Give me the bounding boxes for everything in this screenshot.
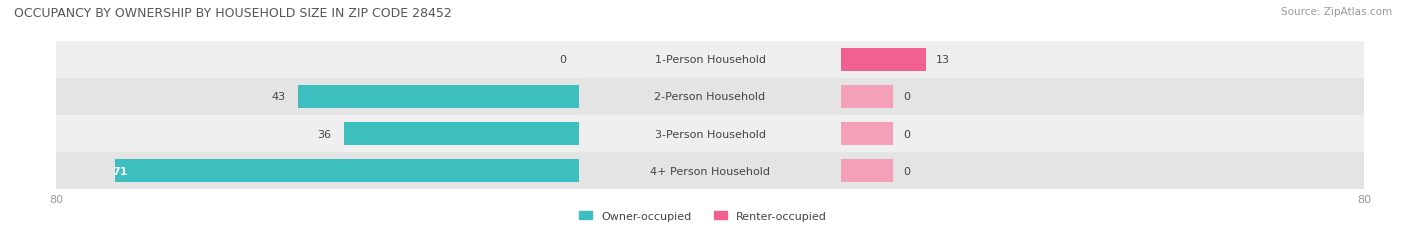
Text: OCCUPANCY BY OWNERSHIP BY HOUSEHOLD SIZE IN ZIP CODE 28452: OCCUPANCY BY OWNERSHIP BY HOUSEHOLD SIZE… [14, 7, 451, 20]
Bar [56, 116, 579, 152]
Text: 0: 0 [903, 92, 910, 102]
Text: 0: 0 [560, 55, 567, 65]
Bar [579, 42, 841, 79]
Bar [841, 122, 893, 146]
Bar [841, 159, 893, 182]
Text: 36: 36 [316, 129, 330, 139]
Text: 3-Person Household: 3-Person Household [655, 129, 765, 139]
Bar [579, 152, 841, 189]
Bar [841, 116, 1364, 152]
Text: 4+ Person Household: 4+ Person Household [650, 166, 770, 176]
Text: 0: 0 [903, 129, 910, 139]
Bar [841, 42, 1364, 79]
Bar [344, 122, 579, 146]
Bar [298, 85, 579, 109]
Text: 13: 13 [935, 55, 949, 65]
Bar [841, 152, 1364, 189]
Bar [56, 152, 579, 189]
Bar [841, 49, 925, 72]
Bar [579, 79, 841, 116]
Bar [841, 79, 1364, 116]
Bar [115, 159, 579, 182]
Text: 2-Person Household: 2-Person Household [654, 92, 766, 102]
Text: 1-Person Household: 1-Person Household [655, 55, 765, 65]
Bar [579, 116, 841, 152]
Bar [56, 42, 579, 79]
Text: 0: 0 [903, 166, 910, 176]
Text: 43: 43 [271, 92, 285, 102]
Bar [56, 79, 579, 116]
Bar [841, 85, 893, 109]
Legend: Owner-occupied, Renter-occupied: Owner-occupied, Renter-occupied [575, 207, 831, 225]
Text: Source: ZipAtlas.com: Source: ZipAtlas.com [1281, 7, 1392, 17]
Text: 71: 71 [112, 166, 128, 176]
